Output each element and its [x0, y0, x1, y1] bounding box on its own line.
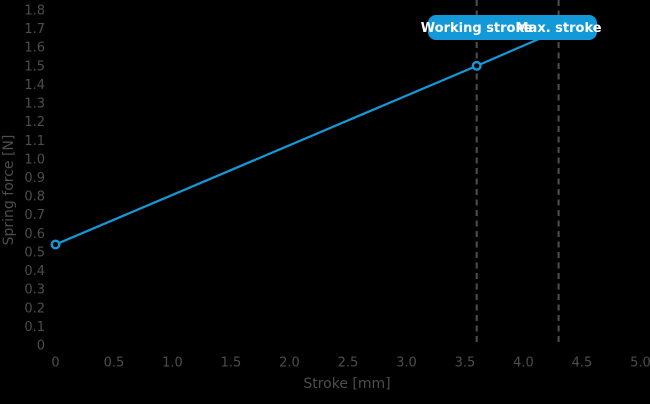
y-tick-label: 1.2 [24, 115, 45, 130]
stroke-labels-box [428, 15, 597, 40]
y-tick-label: 0.5 [24, 245, 45, 260]
x-axis-title: Stroke [mm] [303, 376, 390, 392]
y-tick-label: 0.4 [24, 264, 45, 279]
x-tick-label: 2.5 [338, 356, 359, 371]
y-tick-label: 0.8 [24, 190, 45, 205]
x-tick-label: 4.5 [572, 356, 593, 371]
y-tick-label: 1.3 [24, 97, 45, 112]
data-point-marker [50, 239, 61, 250]
data-point-marker [471, 60, 482, 71]
y-tick-label: 1.4 [24, 78, 45, 93]
y-tick-label: 0.7 [24, 208, 45, 223]
stroke-label-working: Working stroke [421, 21, 533, 36]
y-tick-label: 1.5 [24, 59, 45, 74]
x-tick-label: 3.5 [455, 356, 476, 371]
y-axis-title: Spring force [N] [1, 135, 17, 246]
y-tick-label: 1.6 [24, 41, 45, 56]
y-tick-label: 1.8 [24, 4, 45, 19]
stroke-label-max: Max. stroke [516, 21, 602, 36]
y-tick-label: 0.1 [24, 320, 45, 335]
y-tick-label: 1.1 [24, 134, 45, 149]
x-tick-label: 0.5 [104, 356, 125, 371]
x-tick-label: 1.5 [221, 356, 242, 371]
x-tick-label: 3.0 [396, 356, 417, 371]
y-tick-label: 0.2 [24, 301, 45, 316]
y-tick-label: 0.3 [24, 283, 45, 298]
y-tick-label: 1.0 [24, 152, 45, 167]
y-tick-label: 0.9 [24, 171, 45, 186]
x-tick-label: 2.0 [279, 356, 300, 371]
y-tick-label: 0 [37, 339, 45, 354]
x-tick-label: 5.0 [630, 356, 650, 371]
y-tick-label: 1.7 [24, 22, 45, 37]
x-tick-label: 4.0 [513, 356, 534, 371]
y-tick-label: 0.6 [24, 227, 45, 242]
x-tick-label: 0 [51, 356, 59, 371]
x-tick-label: 1.0 [162, 356, 183, 371]
